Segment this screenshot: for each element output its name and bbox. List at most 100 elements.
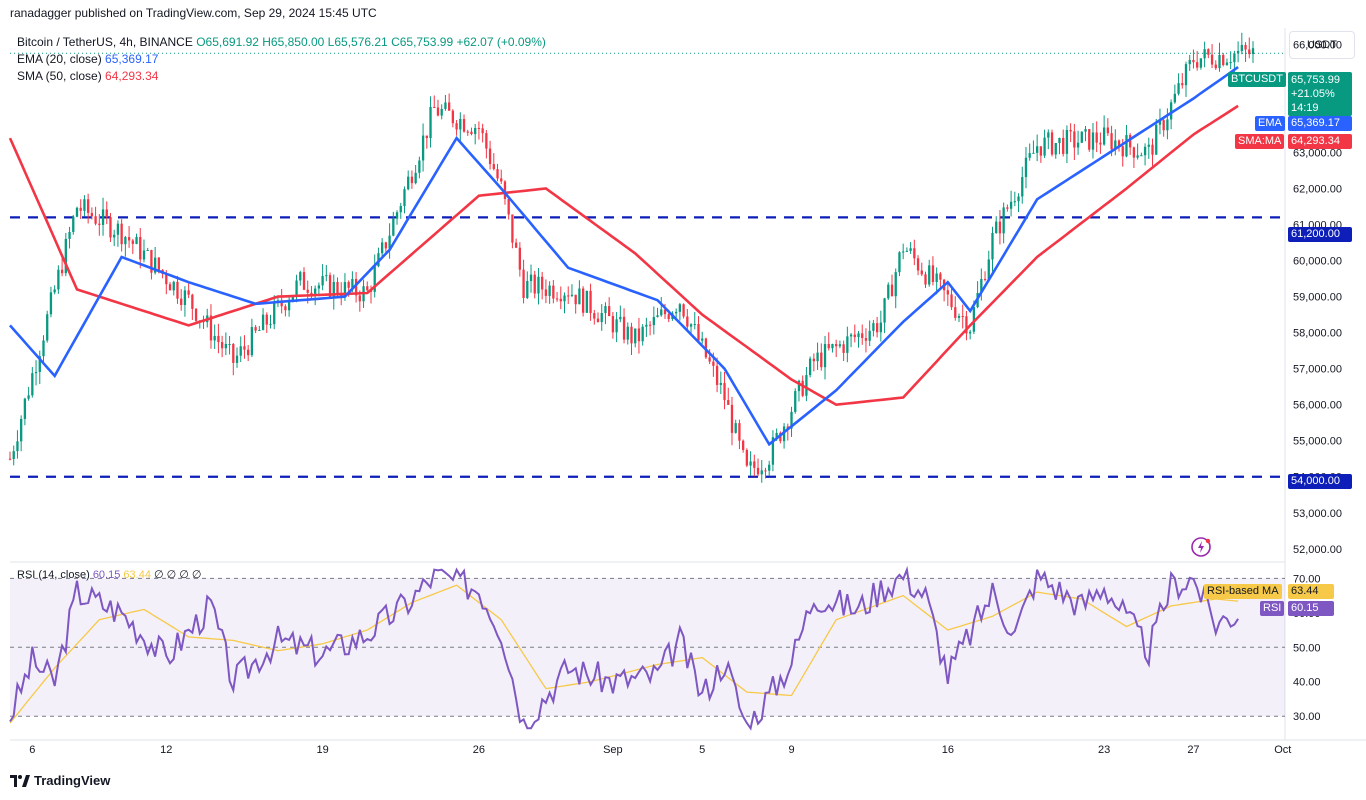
candle-body: [105, 209, 108, 218]
last-pct-tag: +21.05%: [1291, 88, 1335, 100]
candle-body: [641, 326, 644, 342]
candle-body: [648, 324, 652, 326]
candle-body: [1166, 119, 1169, 131]
price-tick-label: 53,000.00: [1293, 508, 1342, 520]
candle-body: [1199, 58, 1203, 68]
candle-body: [436, 107, 440, 116]
countdown-tag: 14:19: [1291, 102, 1319, 114]
ema-legend[interactable]: EMA (20, close) 65,369.17: [17, 52, 158, 66]
ema-line: [9, 66, 1239, 447]
candle-body: [1088, 129, 1091, 150]
last-price-tag: 65,753.99: [1291, 74, 1340, 86]
candle-body: [608, 306, 611, 317]
candle-body: [1132, 147, 1136, 158]
candle-body: [816, 352, 819, 362]
candle-body: [507, 198, 510, 215]
rsi-value-tag: 60.15: [1288, 601, 1334, 616]
candle-body: [782, 426, 786, 442]
candle-body: [916, 258, 920, 271]
candle-body: [340, 293, 343, 298]
candle-body: [1006, 207, 1009, 209]
candle-body: [247, 349, 250, 356]
candle-body: [485, 133, 488, 149]
candle-body: [749, 461, 752, 466]
candle-body: [440, 108, 443, 116]
currency-button[interactable]: USDT: [1289, 31, 1355, 59]
candle-body: [578, 288, 581, 305]
candle-body: [1192, 59, 1195, 63]
candle-body: [64, 238, 67, 274]
candle-body: [634, 328, 637, 344]
horizontal-levels: [10, 52, 1285, 478]
candle-body: [194, 308, 198, 321]
candle-body: [924, 274, 927, 285]
candle-body: [243, 346, 246, 350]
candle-body: [972, 307, 976, 332]
candle-body: [995, 221, 998, 233]
candle-body: [183, 290, 187, 305]
time-tick-label: 9: [788, 744, 794, 756]
candle-body: [626, 326, 629, 340]
candle-body: [306, 289, 309, 293]
candle-body: [1047, 132, 1050, 138]
candle-body: [823, 343, 827, 368]
symbol-legend: Bitcoin / TetherUS, 4h, BINANCE O65,691.…: [17, 35, 546, 49]
candle-body: [354, 278, 358, 296]
candle-body: [693, 324, 696, 326]
candle-body: [1155, 124, 1158, 155]
candle-body: [544, 289, 548, 296]
price-tick-label: 62,000.00: [1293, 184, 1342, 196]
candle-body: [299, 272, 302, 281]
candle-body: [503, 181, 507, 199]
candle-body: [1028, 153, 1031, 158]
candle-body: [153, 257, 157, 273]
candle-body: [656, 315, 659, 318]
candle-body: [94, 216, 97, 224]
price-tick-label: 60,000.00: [1293, 256, 1342, 268]
ohlc-high: H65,850.00: [262, 35, 325, 49]
candle-body: [887, 284, 890, 299]
candle-body: [314, 288, 317, 296]
ohlc-change: +62.07 (+0.09%): [456, 35, 546, 49]
candle-body: [377, 253, 380, 267]
candle-body: [660, 309, 663, 316]
candle-body: [1214, 64, 1217, 69]
candle-body: [165, 273, 168, 285]
symbol-name[interactable]: Bitcoin / TetherUS, 4h, BINANCE: [17, 35, 193, 49]
candle-body: [433, 106, 436, 108]
footer-brand[interactable]: TradingView: [10, 773, 110, 788]
candle-body: [894, 272, 897, 297]
candle-body: [470, 131, 473, 135]
candle-body: [987, 259, 990, 280]
candle-body: [675, 311, 678, 314]
ohlc-open: O65,691.92: [196, 35, 259, 49]
candle-body: [1102, 127, 1106, 145]
candle-body: [745, 449, 749, 466]
candle-body: [1069, 130, 1072, 132]
rsi-tag: RSI: [1260, 601, 1285, 616]
rsi-tick-label: 50.00: [1293, 642, 1321, 654]
candle-body: [1084, 129, 1087, 132]
candle-body: [1169, 102, 1173, 120]
candle-body: [1181, 83, 1184, 86]
candle-body: [678, 304, 682, 312]
candle-body: [362, 286, 365, 302]
flash-icon[interactable]: [1190, 536, 1212, 558]
grid: [10, 28, 1366, 741]
candle-body: [1136, 155, 1139, 158]
candle-body: [548, 285, 551, 296]
rsi-legend[interactable]: RSI (14, close) 60.15 63.44 ∅ ∅ ∅ ∅: [17, 568, 202, 581]
candle-body: [1251, 48, 1255, 55]
candle-body: [399, 205, 402, 213]
candle-body: [410, 176, 414, 184]
sma-legend[interactable]: SMA (50, close) 64,293.34: [17, 69, 158, 83]
candle-body: [1002, 207, 1005, 234]
candle-body: [1177, 83, 1180, 94]
candle-body: [682, 304, 685, 317]
candle-body: [79, 207, 82, 211]
candle-body: [220, 342, 224, 349]
candle-body: [931, 265, 935, 283]
candle-body: [663, 309, 667, 315]
candle-body: [768, 464, 771, 471]
